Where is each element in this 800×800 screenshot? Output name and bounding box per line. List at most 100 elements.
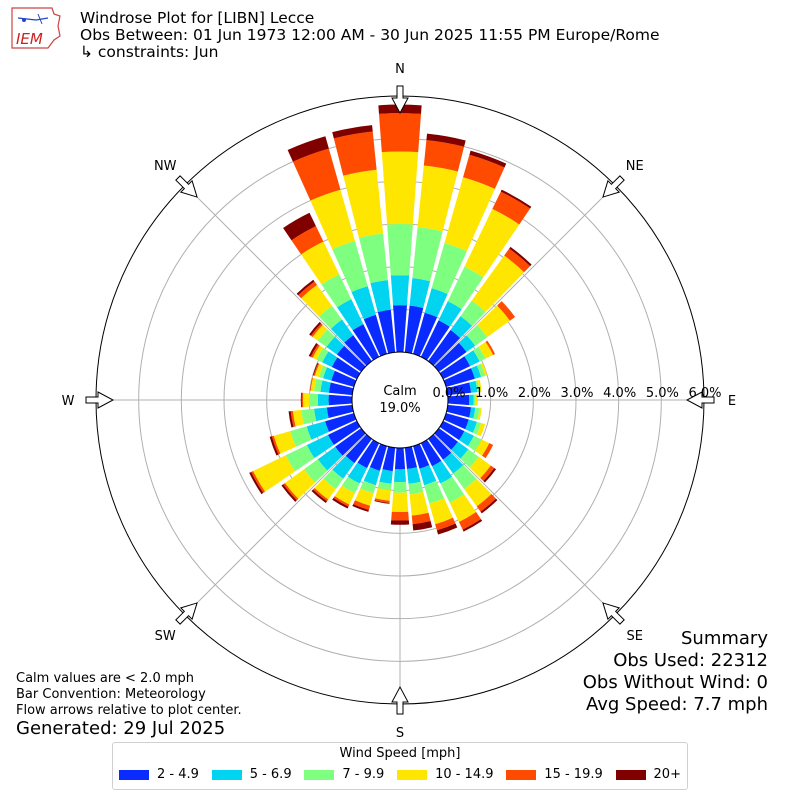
wind-bar-segment: [291, 226, 324, 255]
wind-bar-segment: [444, 177, 495, 252]
wind-bar-segment: [391, 492, 409, 513]
legend-swatch: [506, 769, 537, 780]
wind-bar-segment: [434, 428, 458, 450]
wind-bar-segment: [428, 434, 452, 460]
notes-block: Calm values are < 2.0 mph Bar Convention…: [16, 671, 242, 719]
obs-without-wind: Obs Without Wind: 0: [582, 672, 768, 693]
wind-bar-segment: [290, 410, 296, 427]
wind-bar-segment: [464, 350, 480, 367]
wind-bar-segment: [336, 345, 366, 372]
wind-bar-segment: [393, 305, 407, 353]
wind-bar-segment: [423, 140, 465, 172]
wind-bar-segment: [439, 356, 471, 380]
flow-note: Flow arrows relative to plot center.: [16, 703, 242, 718]
compass-arrow: [175, 175, 198, 198]
wind-bar-segment: [354, 488, 374, 506]
wind-bar-segment: [443, 452, 464, 474]
wind-bar-segment: [287, 136, 329, 162]
generated-date: Generated: 29 Jul 2025: [16, 718, 226, 739]
wind-bar-segment: [331, 357, 361, 380]
radial-tick-label: 1.0%: [475, 386, 508, 401]
compass-label: NE: [626, 159, 644, 174]
wind-bar-segment: [334, 485, 355, 505]
wind-bar-segment: [314, 378, 323, 392]
wind-bar-segment: [407, 467, 421, 484]
wind-bar-segment: [449, 494, 477, 522]
wind-bar-segment: [447, 266, 484, 310]
wind-bar-segment: [328, 382, 354, 396]
wind-bar-segment: [412, 227, 443, 282]
wind-bar-segment: [343, 169, 384, 238]
wind-bar-segment: [434, 342, 467, 372]
wind-bar-segment: [464, 208, 520, 278]
wind-bar-segment: [465, 419, 477, 433]
wind-bar-segment: [333, 496, 350, 507]
windrose-bars: [249, 104, 532, 535]
wind-bar-segment: [318, 365, 328, 379]
wind-bar-segment: [390, 275, 410, 306]
wind-bar-segment: [393, 481, 407, 493]
calm-center: Calm 19.0%: [351, 351, 449, 449]
compass-label: SE: [627, 629, 643, 644]
wind-bar-segment: [466, 324, 488, 346]
compass-label: SW: [155, 629, 176, 644]
wind-bar-segment: [469, 394, 474, 406]
wind-bar-segment: [323, 469, 344, 490]
wind-bar-segment: [335, 428, 366, 456]
wind-bar-segment: [509, 246, 532, 267]
wind-bar-segment: [249, 471, 264, 495]
wind-bar-segment: [317, 446, 343, 471]
grid-spoke: [184, 433, 367, 616]
calm-label: Calm: [383, 384, 416, 399]
wind-bar-segment: [269, 436, 279, 456]
obs-used: Obs Used: 22312: [613, 650, 768, 671]
wind-bar-segment: [353, 500, 371, 510]
wind-bar-segment: [326, 404, 354, 419]
wind-bar-segment: [382, 446, 396, 472]
wind-bar-segment: [332, 455, 355, 479]
wind-bar-segment: [332, 497, 349, 509]
wind-bar-segment: [447, 394, 470, 406]
wind-bar-segment: [413, 312, 438, 357]
wind-bar-segment: [469, 456, 491, 479]
wind-bar-segment: [345, 434, 372, 464]
wind-bar-segment: [480, 362, 488, 376]
wind-bar-segment: [424, 480, 445, 504]
wind-bar-segment: [251, 471, 266, 493]
wind-bar-segment: [358, 233, 388, 284]
wind-bar-segment: [469, 407, 476, 419]
wind-bar-segment: [429, 498, 453, 525]
legend-item: 20+: [615, 767, 681, 782]
wind-bar-segment: [480, 465, 495, 482]
wind-bar-segment: [310, 323, 323, 337]
grid-spoke: [433, 184, 616, 367]
wind-bar-segment: [360, 480, 376, 494]
wind-bar-segment: [296, 279, 315, 296]
constraints-label: ↳ constraints: Jun: [80, 43, 219, 61]
wind-bar-segment: [309, 377, 313, 391]
wind-bar-segment: [284, 469, 316, 499]
wind-bar-segment: [435, 517, 456, 531]
wind-bar-segment: [391, 511, 409, 521]
wind-bar-segment: [283, 482, 299, 501]
wind-bar-segment: [344, 335, 372, 366]
wind-bar-segment: [404, 305, 424, 354]
wind-bar-segment: [443, 413, 469, 430]
wind-bar-segment: [426, 133, 466, 147]
wind-bar-segment: [301, 408, 317, 425]
wind-bar-segment: [497, 301, 516, 321]
summary-heading: Summary: [681, 628, 768, 649]
wind-bar-segment: [451, 441, 469, 459]
wind-bar-segment: [480, 498, 498, 514]
wind-bar-segment: [312, 487, 329, 502]
wind-bar-segment: [310, 377, 317, 392]
summary-block: Summary Obs Used: 22312 Obs Without Wind…: [583, 628, 768, 716]
wind-bar-segment: [321, 274, 352, 308]
wind-bar-segment: [404, 446, 418, 469]
wind-bar-segment: [317, 329, 336, 347]
wind-bar-segment: [460, 449, 479, 468]
wind-bar-segment: [310, 344, 320, 358]
wind-bar-segment: [374, 500, 390, 504]
wind-bar-segment: [369, 443, 387, 471]
wind-bar-segment: [273, 431, 296, 454]
